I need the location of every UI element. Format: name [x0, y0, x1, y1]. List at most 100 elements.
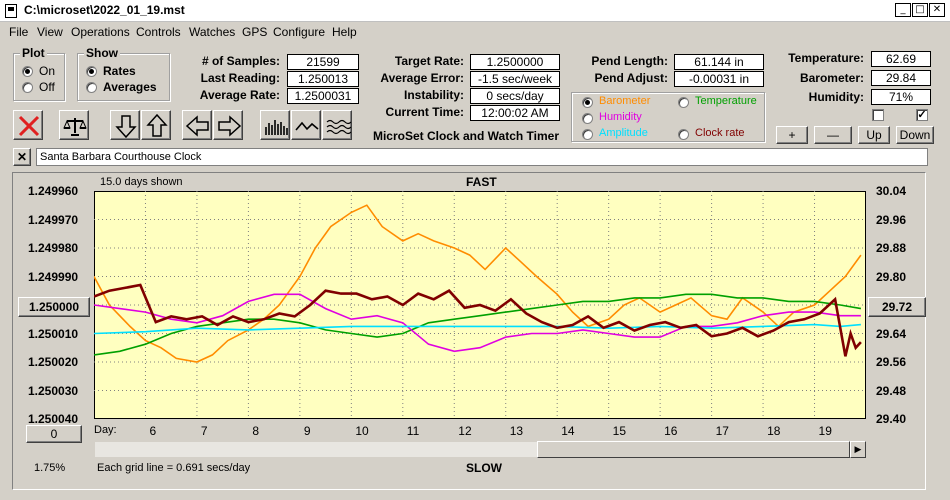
app-icon — [5, 4, 17, 18]
scrollbar-thumb[interactable] — [537, 441, 850, 458]
y-right-tick-label: 29.88 — [876, 241, 907, 255]
left-axis-value-button[interactable]: 1.250000 — [18, 297, 90, 317]
legend-barometer-radio[interactable] — [582, 97, 593, 108]
right-axis-value-button[interactable]: 29.72 — [868, 297, 926, 317]
samples-value: 21599 — [287, 54, 359, 70]
plot-area — [94, 191, 866, 419]
red-x-icon — [18, 115, 40, 137]
series-clock-rate — [94, 283, 862, 357]
menu-watches[interactable]: Watches — [189, 25, 236, 39]
current-time-value: 12:00:02 AM — [470, 105, 560, 121]
arrow-down-icon — [115, 115, 137, 139]
arrow-up-icon — [146, 113, 168, 137]
percent-label: 1.75% — [34, 462, 66, 474]
y-left-tick-label: 1.250030 — [28, 383, 79, 398]
temperature-label: Temperature: — [788, 51, 864, 65]
left-checkbox[interactable] — [872, 109, 884, 121]
menu-file[interactable]: File — [9, 25, 29, 39]
up-button[interactable]: Up — [858, 126, 890, 144]
average-error-label: Average Error: — [380, 71, 464, 85]
plus-button[interactable]: + — [776, 126, 808, 144]
x-tick-label: 7 — [200, 424, 208, 438]
plot-on-label: On — [39, 64, 56, 78]
show-rates-radio[interactable] — [86, 66, 97, 77]
arrow-right-icon — [218, 115, 242, 137]
legend-temperature-label: Temperature — [695, 95, 757, 107]
legend-humidity-radio[interactable] — [582, 113, 593, 124]
title-bar: C:\microset\2022_01_19.mst _ □ ✕ — [0, 0, 950, 22]
legend-clock-rate-radio[interactable] — [678, 129, 689, 140]
line-plot-button[interactable] — [291, 110, 321, 140]
down-arrow-button[interactable] — [110, 110, 140, 140]
y-left-tick-label: 1.250010 — [28, 326, 79, 341]
menu-configure[interactable]: Configure — [273, 25, 326, 39]
legend-temperature-radio[interactable] — [678, 97, 689, 108]
close-clock-button[interactable]: ✕ — [13, 148, 31, 166]
barometer-value: 29.84 — [871, 70, 931, 86]
x-tick-label: 6 — [149, 424, 157, 438]
menu-view[interactable]: View — [37, 25, 63, 39]
show-averages-label: Averages — [103, 80, 157, 94]
close-window-button[interactable]: ✕ — [929, 3, 945, 17]
balance-button[interactable] — [59, 110, 89, 140]
x-tick-label: 8 — [252, 424, 260, 438]
x-tick-label: 9 — [303, 424, 311, 438]
pend-adjust-value: -0.00031 in — [674, 71, 764, 87]
minimize-button[interactable]: _ — [895, 3, 911, 17]
legend-clock-rate-label: Clock rate — [695, 127, 745, 139]
show-group-title: Show — [84, 46, 120, 60]
maximize-button[interactable]: □ — [912, 3, 928, 17]
x-tick-label: 11 — [406, 424, 420, 438]
left-arrow-button[interactable] — [182, 110, 212, 140]
barometer-label: Barometer: — [799, 71, 864, 85]
right-arrow-button[interactable] — [213, 110, 243, 140]
y-right-tick-label: 29.48 — [876, 383, 907, 398]
wave-plot-button[interactable] — [322, 110, 352, 140]
slow-label: SLOW — [466, 461, 502, 475]
scroll-offset-button[interactable]: 0 — [26, 425, 82, 443]
y-right-tick-label: 29.80 — [876, 269, 907, 284]
clear-button[interactable] — [13, 110, 43, 140]
show-averages-radio[interactable] — [86, 82, 97, 93]
legend-amplitude-radio[interactable] — [582, 129, 593, 140]
histogram-icon — [265, 120, 288, 135]
chart-frame — [12, 172, 926, 490]
x-tick-label: 19 — [818, 424, 832, 438]
legend-amplitude-label: Amplitude — [599, 127, 648, 139]
menu-gps[interactable]: GPS — [242, 25, 268, 39]
menu-operations[interactable]: Operations — [71, 25, 130, 39]
fast-label: FAST — [466, 175, 497, 189]
balance-icon — [63, 118, 87, 136]
x-tick-label: 13 — [509, 424, 524, 438]
last-reading-value: 1.250013 — [287, 71, 359, 87]
scroll-right-arrow-icon[interactable]: ▶ — [850, 441, 866, 458]
menu-controls[interactable]: Controls — [136, 25, 181, 39]
humidity-label: Humidity: — [808, 90, 864, 104]
minus-button[interactable]: — — [814, 126, 852, 144]
plot-off-radio[interactable] — [22, 82, 33, 93]
menu-bar: File View Operations Controls Watches GP… — [0, 22, 950, 42]
right-checkbox[interactable]: ✓ — [916, 109, 928, 121]
y-left-tick-label: 1.249960 — [28, 184, 79, 198]
x-tick-label: 15 — [612, 424, 627, 438]
y-right-tick-label: 29.40 — [876, 412, 907, 426]
samples-label: # of Samples: — [201, 54, 280, 68]
x-tick-label: 17 — [715, 424, 729, 438]
temperature-value: 62.69 — [871, 51, 931, 67]
down-button[interactable]: Down — [896, 126, 934, 144]
x-tick-label: 18 — [767, 424, 781, 438]
window-title: C:\microset\2022_01_19.mst — [24, 3, 185, 17]
pend-length-label: Pend Length: — [591, 54, 668, 68]
instability-label: Instability: — [403, 88, 464, 102]
clock-name-field[interactable]: Santa Barbara Courthouse Clock — [36, 148, 928, 166]
menu-help[interactable]: Help — [332, 25, 357, 39]
humidity-value: 71% — [871, 89, 931, 105]
plot-off-label: Off — [39, 80, 55, 94]
up-arrow-button[interactable] — [141, 110, 171, 140]
pend-adjust-label: Pend Adjust: — [594, 71, 668, 85]
show-group: Show Rates Averages — [77, 46, 170, 101]
pend-length-value: 61.144 in — [674, 54, 764, 70]
histogram-button[interactable] — [260, 110, 290, 140]
y-right-tick-label: 30.04 — [876, 184, 907, 198]
plot-on-radio[interactable] — [22, 66, 33, 77]
